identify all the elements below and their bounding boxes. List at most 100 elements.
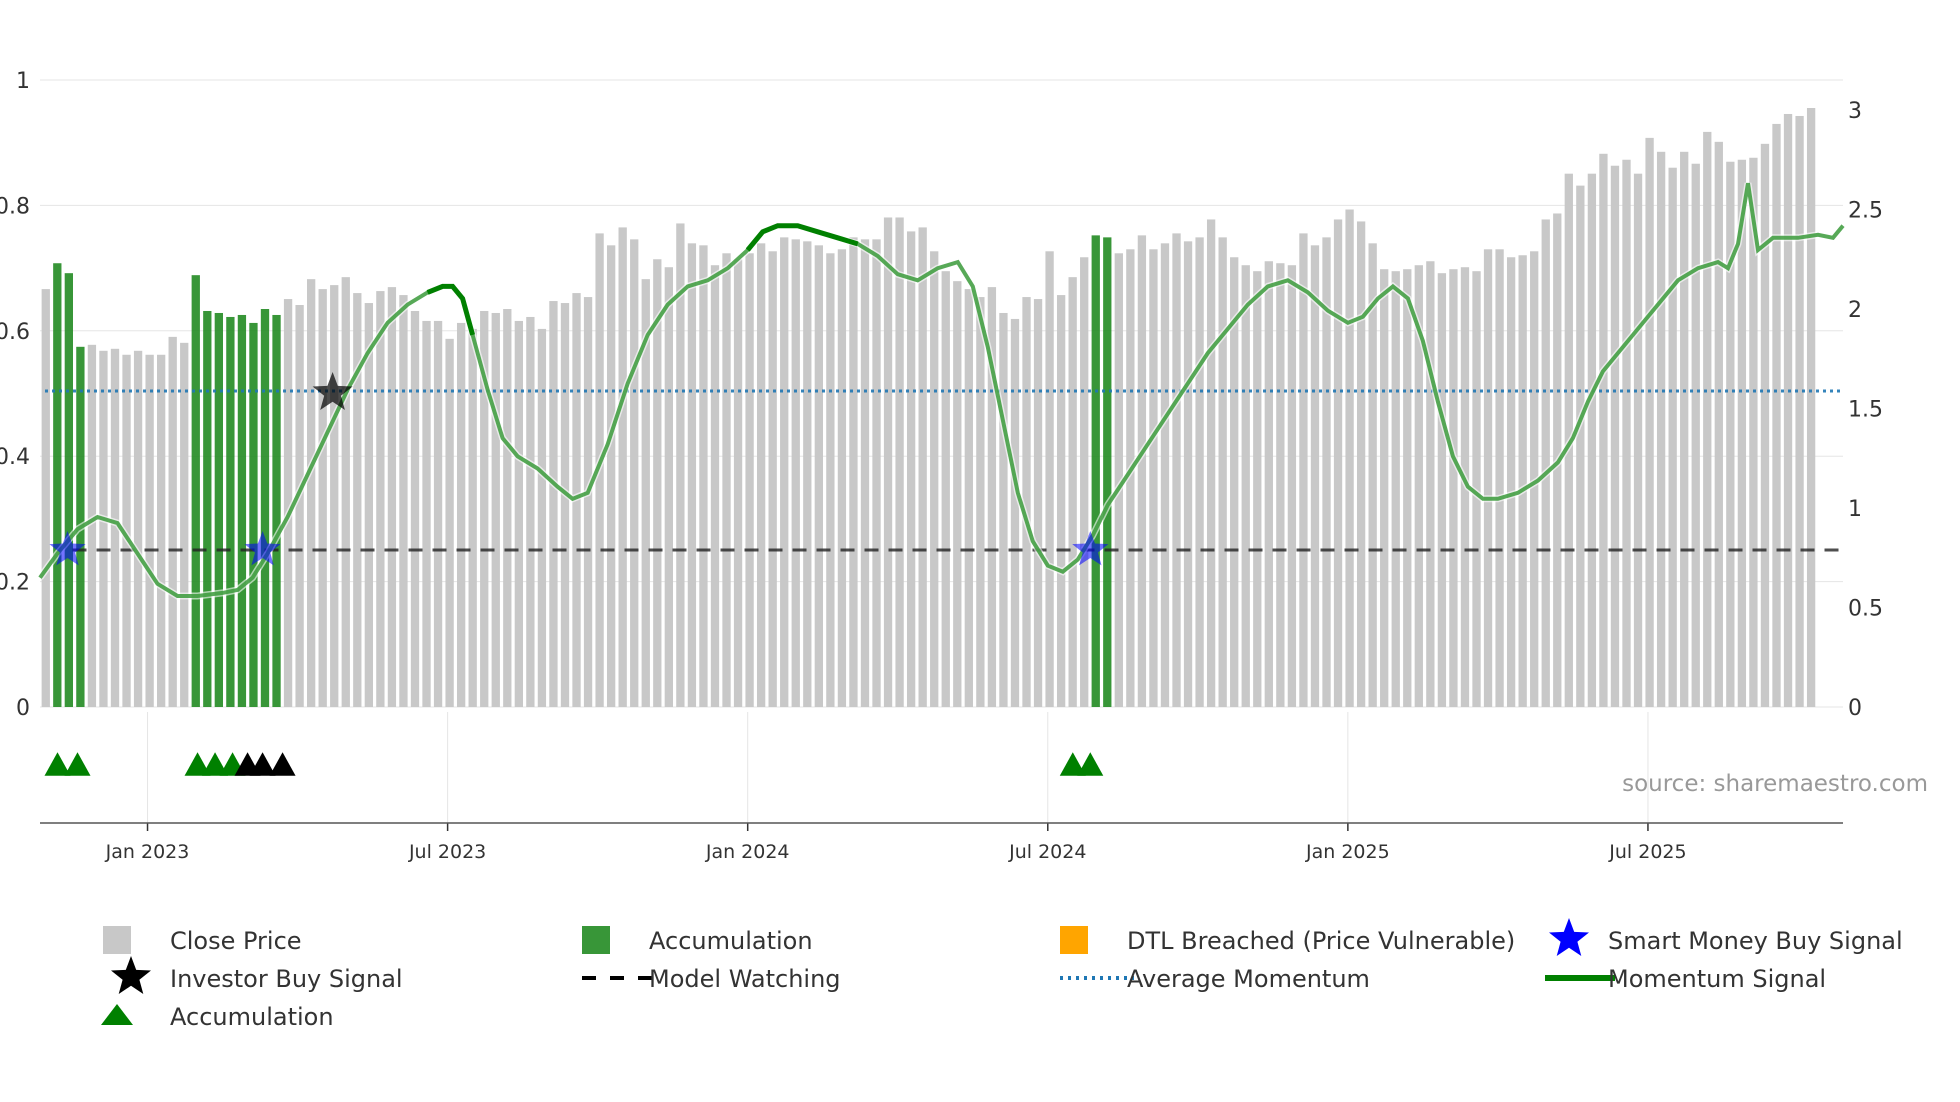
close-price-bar	[814, 245, 823, 707]
signal-markers	[44, 372, 1109, 776]
accumulation-bar	[191, 275, 200, 707]
close-price-bar	[918, 227, 927, 707]
close-price-bar	[837, 249, 847, 708]
close-price-bar	[1645, 137, 1654, 708]
left-tick-label: 1	[16, 69, 30, 94]
close-price-bar	[987, 287, 997, 707]
close-price-bar	[1149, 249, 1158, 708]
close-price-bar	[768, 251, 777, 708]
accumulation-bar	[1103, 237, 1112, 708]
momentum-line	[38, 182, 1845, 598]
close-price-bar	[1506, 257, 1516, 707]
x-tick-label: Jul 2024	[1008, 841, 1086, 863]
close-price-bar	[976, 297, 985, 707]
close-price-bar	[618, 227, 627, 707]
right-tick-label: 2.5	[1848, 199, 1883, 224]
close-price-bar	[1449, 269, 1458, 707]
close-price-bars	[41, 108, 1816, 708]
close-price-bar	[1749, 157, 1758, 707]
reference-lines	[45, 389, 1843, 552]
close-price-bar	[456, 322, 466, 707]
legend-star	[1549, 918, 1589, 956]
close-price-bar	[733, 259, 743, 707]
close-price-bar	[1068, 277, 1077, 707]
accumulation-triangle	[64, 752, 91, 776]
close-price-bar	[1183, 241, 1193, 707]
close-price-bar	[1137, 235, 1147, 707]
accumulation-bar	[214, 312, 223, 707]
legend-label: Accumulation	[649, 927, 813, 955]
close-price-bar	[664, 267, 673, 707]
close-price-bar	[318, 289, 327, 707]
close-price-bar	[1622, 159, 1631, 707]
accumulation-bar	[272, 314, 281, 707]
close-price-bar	[1437, 273, 1447, 707]
right-tick-label: 0	[1848, 696, 1862, 721]
close-price-bar	[964, 289, 973, 707]
close-price-bar	[1045, 251, 1054, 708]
close-price-bar	[930, 251, 939, 708]
source-label: source: sharemaestro.com	[1622, 771, 1928, 797]
close-price-bar	[468, 328, 477, 707]
close-price-bar	[87, 344, 97, 707]
close-price-bar	[537, 328, 547, 707]
close-price-bar	[1426, 261, 1435, 707]
accumulation-triangle	[44, 752, 71, 776]
smart-money-star	[49, 531, 86, 566]
close-price-bar	[480, 310, 489, 707]
close-price-bar	[445, 338, 454, 707]
close-price-bar	[549, 301, 558, 707]
close-price-bar	[514, 320, 523, 707]
left-tick-label: 0	[16, 696, 30, 721]
close-price-bar	[1541, 219, 1550, 707]
close-price-bar	[1703, 131, 1712, 707]
close-price-bar	[1391, 271, 1400, 707]
right-tick-label: 1	[1848, 497, 1862, 522]
accumulation-bar	[237, 314, 247, 707]
close-price-bar	[503, 309, 512, 707]
close-price-bar	[1610, 165, 1620, 708]
close-price-bar	[1195, 237, 1204, 708]
close-price-bar	[145, 354, 154, 707]
close-price-bar	[1022, 297, 1031, 707]
axes: 0 0.2 0.4 0.6 0.8 1 0 0.5 1 1.5 2 2.5 3 Jan 2023 Jul 2…	[0, 69, 1883, 863]
close-price-bar	[1380, 269, 1389, 707]
close-price-bar	[156, 354, 166, 707]
close-price-bar	[491, 312, 500, 707]
legend-label: Accumulation	[170, 1003, 334, 1031]
close-price-bar	[676, 223, 685, 707]
close-price-bar	[1587, 173, 1597, 707]
accumulation-bar	[249, 322, 258, 707]
close-price-bar	[1333, 219, 1343, 707]
close-price-bar	[433, 320, 443, 707]
close-price-bar	[1599, 153, 1608, 707]
x-tick-label: Jan 2024	[705, 841, 790, 863]
legend-square	[1060, 926, 1088, 954]
accumulation-bar	[53, 263, 62, 707]
close-price-bar	[1056, 295, 1066, 707]
grid	[40, 79, 1843, 823]
close-price-bar	[687, 243, 697, 707]
momentum-strong-segment	[426, 283, 476, 336]
legend: Close Price Accumulation DTL Breached (Pri…	[101, 918, 1903, 1031]
close-price-bar	[1714, 141, 1723, 708]
close-price-bar	[1806, 108, 1816, 707]
close-price-bar	[872, 239, 881, 707]
close-price-bar	[1230, 257, 1239, 707]
close-price-bar	[399, 295, 408, 707]
close-price-bar	[168, 336, 177, 707]
close-price-bar	[560, 303, 570, 707]
left-tick-label: 0.2	[0, 571, 30, 596]
close-price-bar	[1680, 151, 1689, 708]
close-price-bar	[1518, 255, 1527, 707]
right-tick-label: 0.5	[1848, 597, 1883, 622]
legend-label: Model Watching	[649, 965, 841, 993]
x-tick-label: Jan 2025	[1305, 841, 1390, 863]
close-price-bar	[849, 237, 858, 708]
close-price-bar	[1726, 161, 1735, 708]
close-price-bar	[1299, 233, 1308, 707]
x-tick-label: Jul 2023	[408, 841, 486, 863]
close-price-bar	[41, 289, 50, 707]
close-price-bar	[722, 253, 731, 707]
right-tick-label: 2	[1848, 298, 1862, 323]
